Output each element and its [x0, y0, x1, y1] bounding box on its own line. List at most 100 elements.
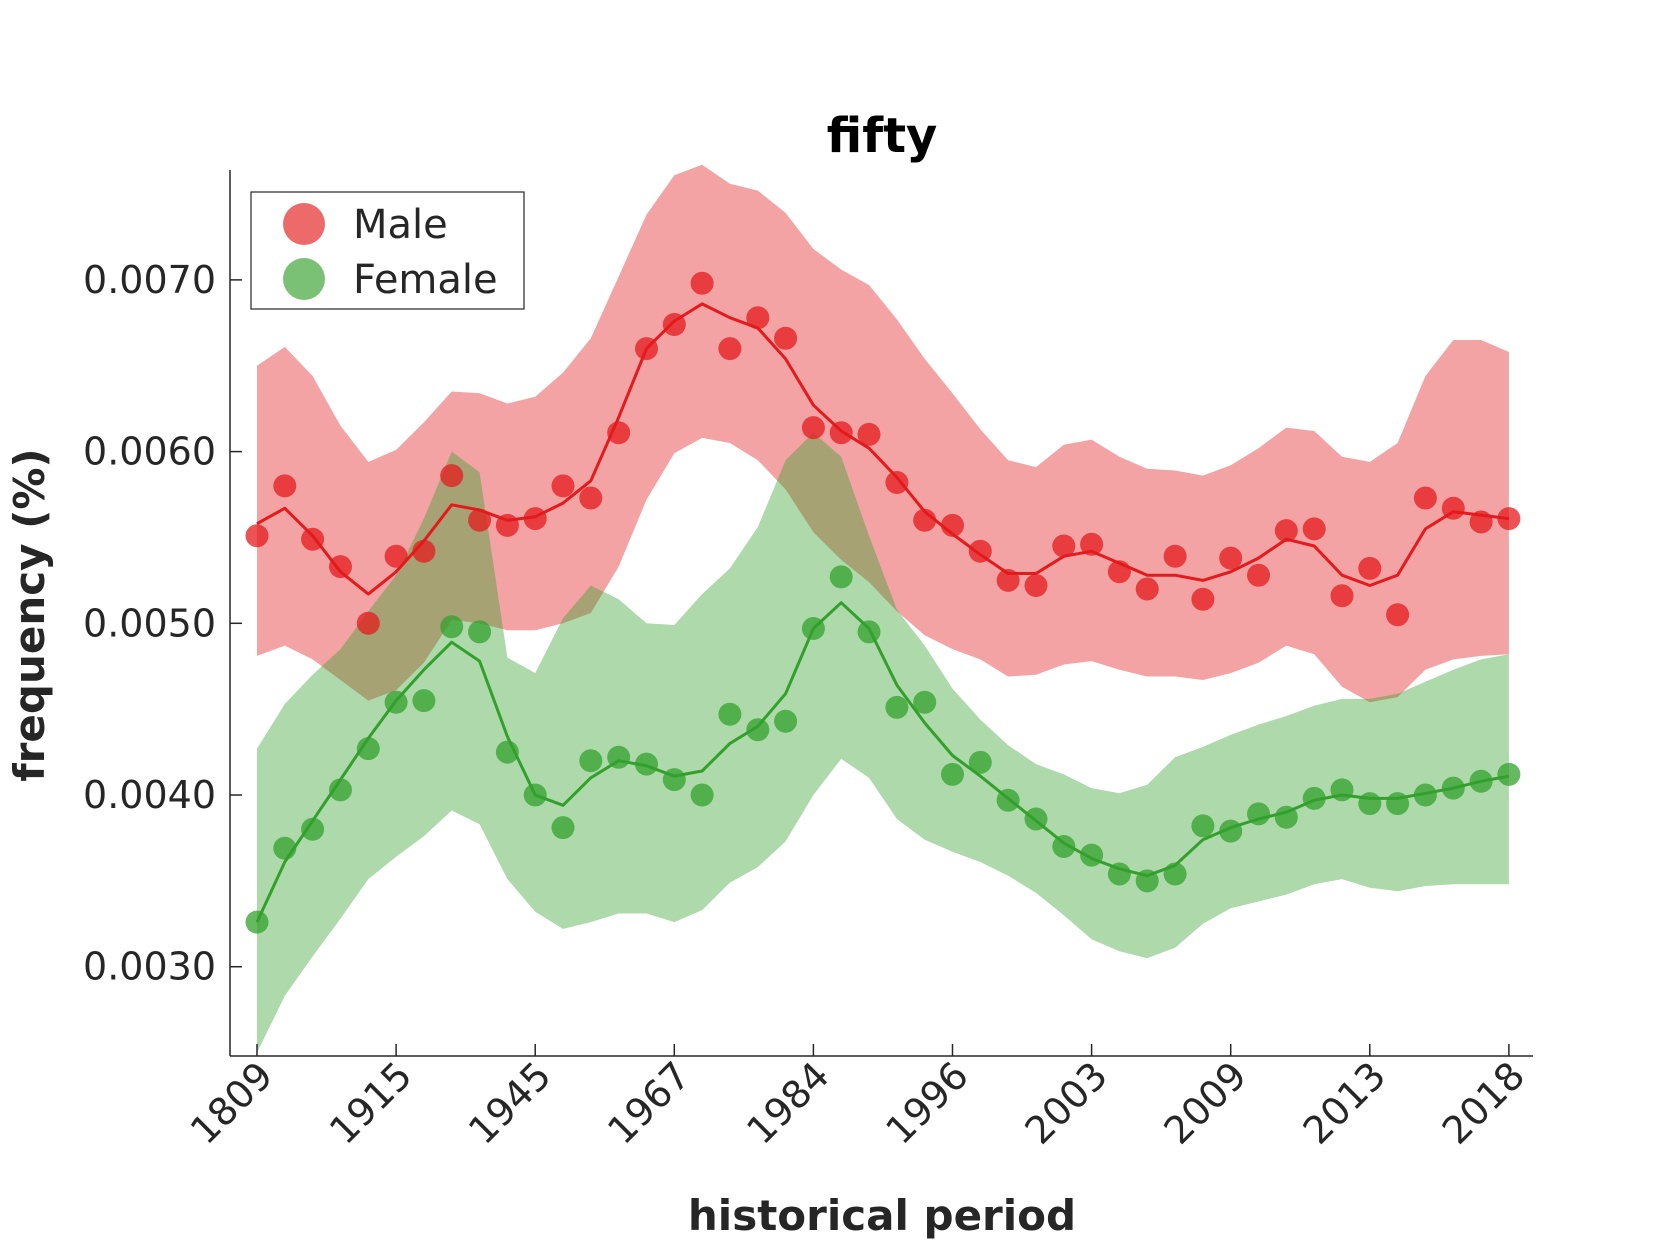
female-point [356, 737, 380, 761]
male-point [746, 306, 770, 330]
female-point [1330, 778, 1354, 802]
male-point [1024, 574, 1048, 597]
female-point [1247, 802, 1270, 826]
y-tick-label: 0.0070 [83, 258, 216, 302]
female-point [662, 768, 686, 792]
female-point [1135, 869, 1159, 893]
male-point [1107, 560, 1131, 584]
female-point [440, 615, 464, 639]
female-point [1107, 862, 1131, 886]
female-point [1441, 776, 1465, 800]
female-point [412, 689, 436, 713]
legend-label-male: Male [353, 202, 448, 248]
female-point [1469, 769, 1493, 793]
female-point [690, 783, 714, 807]
male-point [245, 524, 269, 548]
male-point [356, 611, 380, 635]
male-point [412, 539, 436, 563]
male-point [523, 507, 547, 531]
confidence-bands [257, 164, 1509, 1053]
y-axis-title: frequency (%) [5, 448, 54, 781]
male-point [1330, 584, 1354, 608]
female-point [774, 709, 798, 733]
legend-marker-female [283, 258, 325, 300]
male-point [1191, 587, 1215, 611]
male-point [1358, 556, 1382, 580]
female-trend-line [255, 601, 1510, 923]
female-point [607, 745, 631, 769]
female-point [551, 816, 575, 840]
female-point [1302, 786, 1326, 810]
male-point [301, 527, 325, 551]
male-point [273, 474, 297, 498]
male-point [1163, 544, 1187, 568]
male-point [635, 337, 658, 361]
female-point [1024, 807, 1048, 831]
female-point [329, 778, 352, 802]
female-point [635, 752, 658, 776]
male-point [718, 337, 742, 361]
axes [229, 170, 1533, 1057]
male-point [579, 486, 603, 510]
male-point [551, 474, 575, 498]
male-point [913, 508, 937, 532]
female-point [857, 620, 881, 644]
y-ticks: 0.0030 0.0040 0.0050 0.0060 0.0070 [83, 258, 242, 989]
trend-lines [255, 302, 1510, 923]
male-point [829, 421, 853, 445]
male-point [1386, 603, 1410, 627]
female-point [1191, 814, 1215, 838]
female-point [968, 750, 992, 774]
female-point [1080, 843, 1104, 867]
female-point [1219, 819, 1243, 843]
male-point [607, 421, 631, 445]
female-point [1274, 805, 1298, 829]
male-point [662, 313, 686, 336]
chart-title: fifty [827, 108, 938, 164]
female-point [468, 620, 492, 644]
male-point [1080, 532, 1104, 556]
male-point [690, 271, 714, 295]
male-point [1274, 519, 1298, 543]
male-point [857, 422, 881, 446]
legend: Male Female [250, 191, 525, 310]
male-point [495, 513, 519, 537]
legend-marker-male [283, 203, 325, 245]
y-tick-label: 0.0030 [83, 945, 216, 989]
male-point [941, 513, 964, 537]
female-point [1413, 783, 1437, 807]
male-trend-line [256, 302, 1510, 596]
male-point [801, 416, 825, 440]
male-point [1469, 510, 1493, 534]
female-point [245, 910, 269, 934]
male-point [440, 464, 464, 488]
female-point [746, 718, 770, 742]
female-point [885, 695, 909, 719]
female-point [829, 565, 853, 589]
male-point [1219, 546, 1243, 570]
female-point [301, 817, 325, 841]
male-point [885, 471, 909, 494]
data-points [245, 271, 1521, 934]
female-point [579, 749, 603, 773]
female-point [996, 788, 1020, 812]
male-point [996, 568, 1020, 592]
male-point [1052, 534, 1076, 558]
male-point [1302, 517, 1326, 541]
male-point [468, 508, 492, 532]
female-point [495, 740, 519, 764]
y-tick-label: 0.0050 [83, 601, 216, 645]
female-confidence-band [257, 432, 1509, 1053]
male-point [1135, 577, 1159, 601]
male-point [774, 326, 798, 350]
male-confidence-band [257, 164, 1509, 703]
male-point [329, 555, 352, 579]
male-point [1497, 507, 1521, 531]
male-point [1247, 563, 1270, 587]
female-point [1386, 792, 1410, 816]
female-point [523, 783, 547, 807]
female-point [1163, 862, 1187, 886]
female-point [913, 690, 937, 714]
x-axis-title: historical period [688, 1191, 1076, 1240]
